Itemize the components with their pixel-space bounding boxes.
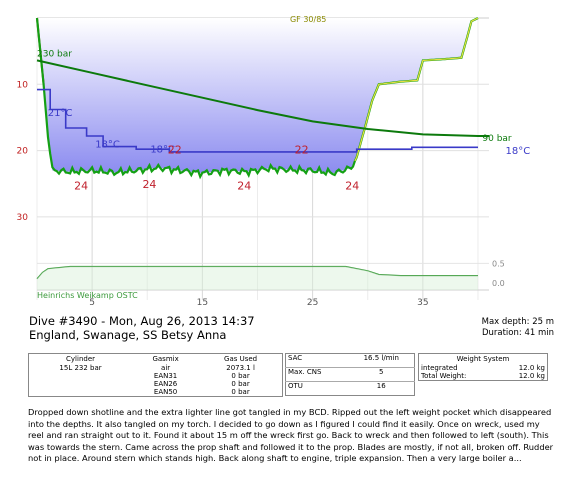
cylinder-header: Cylinder: [66, 355, 96, 363]
y-tick-label: 30: [17, 213, 29, 223]
weight-value: 12.0 kg: [518, 364, 545, 372]
table-row: Total Weight: 12.0 kg: [419, 372, 548, 381]
weight-system-header-row: Weight System: [419, 354, 548, 365]
table-row: 15L 232 bar air 2073.1 l: [29, 364, 283, 372]
cylinder-cell: [29, 380, 133, 388]
dive-title: Dive #3490 - Mon, Aug 26, 2013 14:37: [29, 314, 255, 328]
temperature-label: 18°C: [506, 146, 531, 157]
gas-used-cell: 0 bar: [231, 380, 250, 388]
dive-computer-label: Heinrichs Weikamp OSTC: [37, 291, 138, 300]
gasmix-cell: air: [161, 364, 171, 372]
stat-label: OTU: [285, 381, 349, 396]
table-row: EAN31 0 bar: [29, 372, 283, 380]
cylinder-cell: 15L 232 bar: [59, 364, 102, 372]
gradient-factor-label: GF 30/85: [290, 15, 326, 24]
dive-profile-chart: 5 15 25 35 10 20 30 230 bar 90 bar 21°C 18°C 18°C 18…: [16, 15, 531, 308]
depth-marker-label: 24: [74, 179, 88, 192]
depth-area: [37, 18, 478, 174]
weight-value: 12.0 kg: [518, 372, 545, 380]
weight-system-table: Weight System integrated 12.0 kg Total W…: [418, 353, 548, 381]
x-tick-label: 5: [89, 298, 95, 308]
max-depth: Max depth: 25 m: [481, 317, 554, 327]
depth-marker-label: 22: [168, 144, 182, 157]
chart-labels: 5 15 25 35 10 20 30 230 bar 90 bar 21°C 18°C 18°C 18…: [17, 15, 531, 308]
table-row: Max. CNS 5: [285, 367, 415, 382]
gas-fraction-area: [37, 266, 478, 290]
y-tick-label: 20: [17, 147, 29, 157]
table-row: integrated 12.0 kg: [419, 364, 548, 372]
cylinder-cell: [29, 388, 133, 397]
dive-stats-table: SAC 16.5 l/min Max. CNS 5 OTU 16: [285, 353, 415, 396]
gas-used-cell: 0 bar: [231, 372, 250, 380]
table-row: SAC 16.5 l/min: [286, 354, 415, 368]
ascent-line: [354, 17, 479, 162]
stat-label: Max. CNS: [285, 367, 349, 382]
table-row: OTU 16: [285, 381, 415, 396]
temperature-label: 18°C: [150, 145, 175, 156]
weight-label: Total Weight:: [421, 372, 467, 380]
y-tick-label: 10: [17, 80, 29, 90]
pressure-end-label: 90 bar: [482, 134, 512, 144]
table-row: EAN50 0 bar: [29, 388, 283, 397]
temperature-line: [37, 88, 478, 153]
cylinder-cell: [29, 372, 133, 380]
cylinder-header-row: Cylinder Gasmix Gas Used: [29, 354, 283, 365]
stat-label: SAC: [288, 354, 303, 362]
weight-system-title: Weight System: [456, 355, 510, 363]
depth-marker-label: 24: [237, 179, 251, 192]
gasmix-header: Gasmix: [152, 355, 179, 363]
gas-tick-label: 0.0: [492, 279, 505, 288]
depth-marker-label: 24: [345, 179, 359, 192]
gasmix-cell: EAN31: [153, 372, 178, 380]
cylinder-table: Cylinder Gasmix Gas Used 15L 232 bar air…: [28, 353, 283, 397]
gas-used-header: Gas Used: [224, 355, 258, 363]
depth-marker-label: 22: [295, 144, 309, 157]
stat-value: 5: [348, 367, 415, 382]
gasmix-cell: EAN50: [153, 388, 178, 396]
pressure-start-label: 230 bar: [37, 49, 72, 59]
stat-value: 16: [348, 381, 415, 396]
chart-marks: [35, 17, 489, 290]
gas-used-cell: 0 bar: [231, 388, 250, 396]
gas-fraction-line: [36, 265, 478, 280]
duration: Duration: 41 min: [481, 328, 554, 338]
dive-notes: Dropped down shotline and the extra ligh…: [28, 407, 554, 463]
table-row: EAN26 0 bar: [29, 380, 283, 388]
dive-location: England, Swanage, SS Betsy Anna: [29, 328, 227, 342]
temperature-label: 21°C: [48, 108, 73, 119]
gasmix-cell: EAN26: [153, 380, 178, 388]
tank-pressure-line: [36, 59, 489, 137]
weight-label: integrated: [421, 364, 458, 372]
temperature-label: 18°C: [95, 139, 120, 150]
gas-used-cell: 2073.1 l: [226, 364, 255, 372]
x-tick-label: 15: [197, 298, 208, 308]
x-tick-label: 35: [417, 298, 428, 308]
gas-tick-label: 0.5: [492, 259, 505, 268]
stat-value: 16.5 l/min: [363, 354, 399, 362]
depth-marker-label: 24: [142, 178, 156, 191]
x-tick-label: 25: [307, 298, 318, 308]
